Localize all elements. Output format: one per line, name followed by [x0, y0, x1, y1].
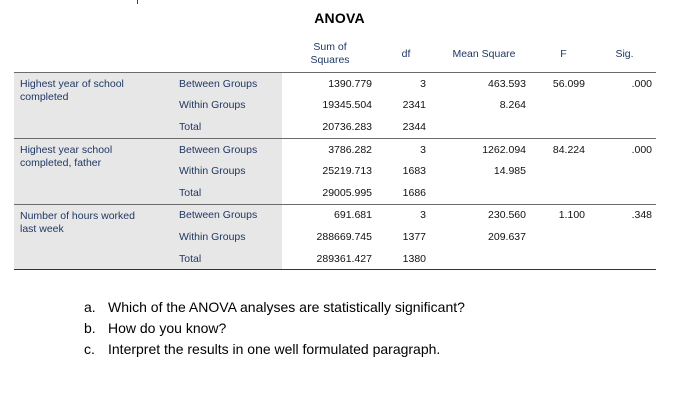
mean-square-cell: 14.985 — [493, 165, 526, 178]
source-label: Total — [171, 116, 282, 139]
sig-cell: .000 — [631, 77, 652, 90]
table-row: Within Groups 19345.504 2341 8.264 — [14, 94, 656, 117]
source-label: Within Groups — [171, 94, 282, 117]
f-cell: 1.100 — [558, 209, 585, 222]
header-blank — [14, 36, 282, 73]
variable-label: Highest year of school completed — [14, 72, 171, 139]
list-item: b. How do you know? — [84, 318, 465, 339]
variable-label: Number of hours worked last week — [14, 204, 171, 271]
source-label: Within Groups — [171, 160, 282, 182]
df-cell: 2344 — [378, 116, 434, 139]
df-cell: 3 — [420, 143, 426, 156]
mean-square-cell: 463.593 — [488, 77, 526, 90]
df-cell: 1377 — [402, 230, 426, 243]
anova-title: ANOVA — [0, 10, 695, 26]
table-row: Total 29005.995 1686 — [14, 181, 656, 205]
question-text: How do you know? — [108, 320, 227, 336]
df-cell: 1380 — [378, 247, 434, 271]
df-cell: 2341 — [402, 99, 426, 112]
mean-square-cell: 8.264 — [499, 99, 526, 112]
f-cell — [534, 95, 593, 117]
df-cell: 3 — [420, 209, 426, 222]
question-letter: c. — [84, 341, 95, 357]
header-f: F — [534, 36, 593, 73]
source-label: Between Groups — [171, 72, 282, 95]
f-cell — [534, 247, 593, 271]
df-cell: 1686 — [378, 181, 434, 205]
mean-square-cell: 1262.094 — [482, 143, 526, 156]
source-label: Within Groups — [171, 226, 282, 248]
sum-of-squares-cell: 29005.995 — [282, 181, 378, 205]
header-row: Sum of Squares df Mean Square F Sig. — [14, 36, 656, 73]
anova-table: Sum of Squares df Mean Square F Sig. Hig… — [14, 36, 656, 271]
table-row: Total 289361.427 1380 — [14, 247, 656, 271]
source-label: Between Groups — [171, 204, 282, 227]
f-cell: 84.224 — [552, 143, 585, 156]
df-cell: 3 — [420, 77, 426, 90]
df-cell: 1683 — [402, 165, 426, 178]
list-item: a. Which of the ANOVA analyses are stati… — [84, 297, 465, 318]
sig-cell — [593, 181, 656, 205]
sum-of-squares-cell: 289361.427 — [282, 247, 378, 271]
sig-cell — [593, 95, 656, 117]
header-sum-of-squares: Sum of Squares — [282, 36, 378, 73]
table-row: Highest year school completed, father Be… — [14, 138, 656, 205]
table-row: Within Groups 288669.745 1377 209.637 — [14, 226, 656, 248]
question-letter: b. — [84, 320, 96, 336]
source-label: Between Groups — [171, 138, 282, 161]
header-df: df — [378, 36, 434, 73]
mean-square-cell — [434, 247, 534, 271]
table-row: Highest year of school completed Between… — [14, 72, 656, 139]
sum-of-squares-cell: 691.681 — [334, 209, 372, 222]
sum-of-squares-cell: 25219.713 — [322, 165, 372, 178]
sig-cell — [593, 116, 656, 139]
f-cell — [534, 181, 593, 205]
question-text: Which of the ANOVA analyses are statisti… — [108, 299, 465, 315]
f-cell — [534, 160, 593, 182]
source-label: Total — [171, 181, 282, 205]
source-label: Total — [171, 247, 282, 271]
sig-cell — [593, 226, 656, 248]
f-cell — [534, 116, 593, 139]
list-item: c. Interpret the results in one well for… — [84, 339, 465, 360]
mean-square-cell — [434, 181, 534, 205]
variable-label: Highest year school completed, father — [14, 138, 171, 205]
f-cell — [534, 226, 593, 248]
sig-cell — [593, 247, 656, 271]
header-mean-square: Mean Square — [434, 36, 534, 73]
table-row: Total 20736.283 2344 — [14, 116, 656, 139]
sig-cell: .000 — [631, 143, 652, 156]
mean-square-cell: 209.637 — [488, 230, 526, 243]
f-cell: 56.099 — [552, 77, 585, 90]
mean-square-cell: 230.560 — [488, 209, 526, 222]
sig-cell — [593, 160, 656, 182]
sig-cell: .348 — [631, 209, 652, 222]
header-sig: Sig. — [593, 36, 656, 73]
sum-of-squares-cell: 20736.283 — [282, 116, 378, 139]
mean-square-cell — [434, 116, 534, 139]
sum-of-squares-cell: 3786.282 — [328, 143, 372, 156]
table-row: Number of hours worked last week Between… — [14, 204, 656, 271]
question-text: Interpret the results in one well formul… — [108, 341, 441, 357]
question-list: a. Which of the ANOVA analyses are stati… — [84, 297, 465, 360]
sum-of-squares-cell: 288669.745 — [316, 230, 372, 243]
top-edge-mark — [137, 0, 138, 4]
question-letter: a. — [84, 299, 96, 315]
sum-of-squares-cell: 1390.779 — [328, 77, 372, 90]
anova-title-text: ANOVA — [314, 10, 365, 26]
table-row: Within Groups 25219.713 1683 14.985 — [14, 160, 656, 182]
sum-of-squares-cell: 19345.504 — [322, 99, 372, 112]
